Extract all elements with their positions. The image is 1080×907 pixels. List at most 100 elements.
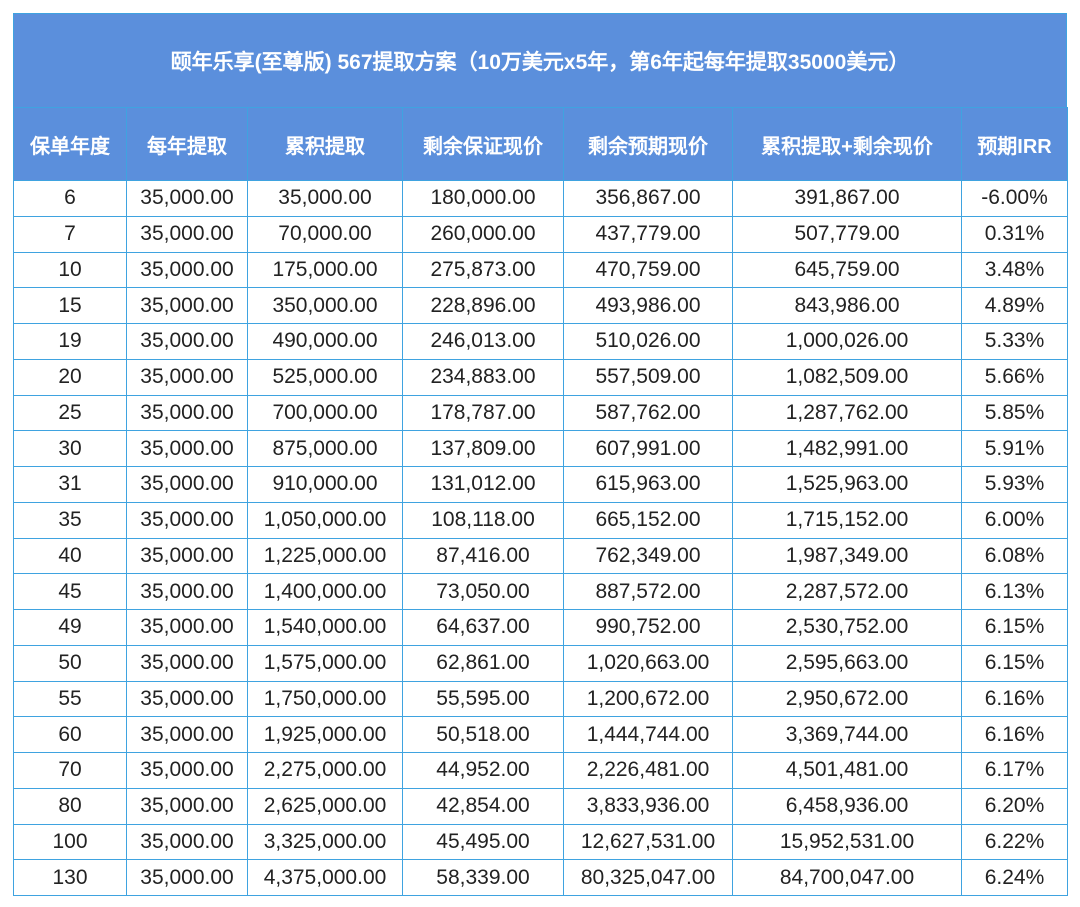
expected-irr-cell: 6.15% — [961, 644, 1068, 682]
table-row: 20 35,000.00 525,000.00 234,883.00 557,509.0… — [13, 358, 1068, 396]
cumulative-plus-remaining-cell: 1,082,509.00 — [732, 358, 962, 396]
expected-irr-cell: 6.20% — [961, 787, 1068, 825]
cumulative-withdrawal-cell: 3,325,000.00 — [247, 823, 403, 861]
cumulative-plus-remaining-cell: 6,458,936.00 — [732, 787, 962, 825]
cumulative-withdrawal-cell: 2,275,000.00 — [247, 752, 403, 789]
annual-withdrawal-cell: 35,000.00 — [126, 215, 248, 253]
remaining-expected-value-cell: 887,572.00 — [563, 573, 733, 610]
annual-withdrawal-cell: 35,000.00 — [126, 537, 248, 575]
policy-year-cell: 55 — [13, 680, 127, 718]
table-row: 19 35,000.00 490,000.00 246,013.00 510,026.0… — [13, 323, 1068, 360]
remaining-guaranteed-value-cell: 246,013.00 — [402, 323, 564, 360]
remaining-expected-value-cell: 356,867.00 — [563, 180, 733, 217]
cumulative-plus-remaining-cell: 2,287,572.00 — [732, 573, 962, 610]
remaining-expected-value-cell: 437,779.00 — [563, 215, 733, 253]
cumulative-withdrawal-cell: 70,000.00 — [247, 215, 403, 253]
table-row: 45 35,000.00 1,400,000.00 73,050.00 887,572.… — [13, 573, 1068, 610]
remaining-expected-value-cell: 80,325,047.00 — [563, 859, 733, 896]
remaining-expected-value-cell: 2,226,481.00 — [563, 752, 733, 789]
table-row: 31 35,000.00 910,000.00 131,012.00 615,963.0… — [13, 466, 1068, 503]
cumulative-plus-remaining-cell: 1,482,991.00 — [732, 430, 962, 467]
table-row: 10 35,000.00 175,000.00 275,873.00 470,759.0… — [13, 251, 1068, 289]
remaining-guaranteed-value-cell: 260,000.00 — [402, 215, 564, 253]
remaining-expected-value-cell: 510,026.00 — [563, 323, 733, 360]
cumulative-plus-remaining-cell: 391,867.00 — [732, 180, 962, 217]
table-row: 70 35,000.00 2,275,000.00 44,952.00 2,226,48… — [13, 752, 1068, 789]
policy-year-cell: 25 — [13, 394, 127, 432]
remaining-expected-value-cell: 493,986.00 — [563, 287, 733, 324]
table-row: 6 35,000.00 35,000.00 180,000.00 356,867.00 3… — [13, 180, 1068, 217]
policy-year-cell: 100 — [13, 823, 127, 861]
policy-year-cell: 7 — [13, 215, 127, 253]
table-row: 7 35,000.00 70,000.00 260,000.00 437,779.00 5… — [13, 215, 1068, 253]
remaining-guaranteed-value-cell: 137,809.00 — [402, 430, 564, 467]
column-header-cumulative-plus-remaining: 累积提取+剩余现价 — [732, 107, 962, 181]
cumulative-plus-remaining-cell: 507,779.00 — [732, 215, 962, 253]
policy-year-cell: 30 — [13, 430, 127, 467]
remaining-guaranteed-value-cell: 87,416.00 — [402, 537, 564, 575]
remaining-expected-value-cell: 3,833,936.00 — [563, 787, 733, 825]
annual-withdrawal-cell: 35,000.00 — [126, 609, 248, 646]
cumulative-plus-remaining-cell: 4,501,481.00 — [732, 752, 962, 789]
table-row: 49 35,000.00 1,540,000.00 64,637.00 990,752.… — [13, 609, 1068, 646]
annual-withdrawal-cell: 35,000.00 — [126, 573, 248, 610]
annual-withdrawal-cell: 35,000.00 — [126, 358, 248, 396]
policy-year-cell: 31 — [13, 466, 127, 503]
policy-year-cell: 19 — [13, 323, 127, 360]
remaining-guaranteed-value-cell: 131,012.00 — [402, 466, 564, 503]
cumulative-withdrawal-cell: 1,750,000.00 — [247, 680, 403, 718]
expected-irr-cell: 5.85% — [961, 394, 1068, 432]
annual-withdrawal-cell: 35,000.00 — [126, 859, 248, 896]
expected-irr-cell: 6.00% — [961, 501, 1068, 539]
column-header-annual-withdrawal: 每年提取 — [126, 107, 248, 181]
remaining-guaranteed-value-cell: 73,050.00 — [402, 573, 564, 610]
table-row: 80 35,000.00 2,625,000.00 42,854.00 3,833,93… — [13, 787, 1068, 825]
table-title: 颐年乐享(至尊版) 567提取方案（10万美元x5年，第6年起每年提取35000… — [13, 13, 1067, 108]
cumulative-plus-remaining-cell: 15,952,531.00 — [732, 823, 962, 861]
remaining-expected-value-cell: 1,020,663.00 — [563, 644, 733, 682]
expected-irr-cell: 5.93% — [961, 466, 1068, 503]
cumulative-plus-remaining-cell: 2,950,672.00 — [732, 680, 962, 718]
withdrawal-table: 保单年度 每年提取 累积提取 剩余保证现价 剩余预期现价 累积提取+剩余现价 预… — [13, 107, 1068, 896]
cumulative-plus-remaining-cell: 843,986.00 — [732, 287, 962, 324]
annual-withdrawal-cell: 35,000.00 — [126, 501, 248, 539]
remaining-expected-value-cell: 1,444,744.00 — [563, 716, 733, 753]
remaining-guaranteed-value-cell: 45,495.00 — [402, 823, 564, 861]
annual-withdrawal-cell: 35,000.00 — [126, 430, 248, 467]
cumulative-plus-remaining-cell: 2,595,663.00 — [732, 644, 962, 682]
table-row: 50 35,000.00 1,575,000.00 62,861.00 1,020,66… — [13, 644, 1068, 682]
remaining-guaranteed-value-cell: 62,861.00 — [402, 644, 564, 682]
cumulative-withdrawal-cell: 1,575,000.00 — [247, 644, 403, 682]
remaining-expected-value-cell: 665,152.00 — [563, 501, 733, 539]
expected-irr-cell: 6.16% — [961, 716, 1068, 753]
annual-withdrawal-cell: 35,000.00 — [126, 287, 248, 324]
table-body: 6 35,000.00 35,000.00 180,000.00 356,867.00 3… — [13, 180, 1068, 896]
policy-year-cell: 49 — [13, 609, 127, 646]
expected-irr-cell: 6.15% — [961, 609, 1068, 646]
plan-table-container: 颐年乐享(至尊版) 567提取方案（10万美元x5年，第6年起每年提取35000… — [13, 13, 1068, 896]
remaining-expected-value-cell: 990,752.00 — [563, 609, 733, 646]
cumulative-plus-remaining-cell: 1,000,026.00 — [732, 323, 962, 360]
header-row: 保单年度 每年提取 累积提取 剩余保证现价 剩余预期现价 累积提取+剩余现价 预… — [13, 107, 1068, 181]
policy-year-cell: 35 — [13, 501, 127, 539]
annual-withdrawal-cell: 35,000.00 — [126, 180, 248, 217]
remaining-expected-value-cell: 762,349.00 — [563, 537, 733, 575]
expected-irr-cell: 6.16% — [961, 680, 1068, 718]
remaining-guaranteed-value-cell: 50,518.00 — [402, 716, 564, 753]
cumulative-withdrawal-cell: 1,925,000.00 — [247, 716, 403, 753]
annual-withdrawal-cell: 35,000.00 — [126, 680, 248, 718]
remaining-expected-value-cell: 1,200,672.00 — [563, 680, 733, 718]
column-header-expected-irr: 预期IRR — [961, 107, 1068, 181]
cumulative-plus-remaining-cell: 1,987,349.00 — [732, 537, 962, 575]
table-row: 55 35,000.00 1,750,000.00 55,595.00 1,200,67… — [13, 680, 1068, 718]
annual-withdrawal-cell: 35,000.00 — [126, 716, 248, 753]
remaining-guaranteed-value-cell: 180,000.00 — [402, 180, 564, 217]
remaining-guaranteed-value-cell: 42,854.00 — [402, 787, 564, 825]
cumulative-plus-remaining-cell: 84,700,047.00 — [732, 859, 962, 896]
cumulative-withdrawal-cell: 910,000.00 — [247, 466, 403, 503]
cumulative-withdrawal-cell: 1,050,000.00 — [247, 501, 403, 539]
remaining-guaranteed-value-cell: 228,896.00 — [402, 287, 564, 324]
annual-withdrawal-cell: 35,000.00 — [126, 644, 248, 682]
cumulative-withdrawal-cell: 1,225,000.00 — [247, 537, 403, 575]
expected-irr-cell: 6.13% — [961, 573, 1068, 610]
